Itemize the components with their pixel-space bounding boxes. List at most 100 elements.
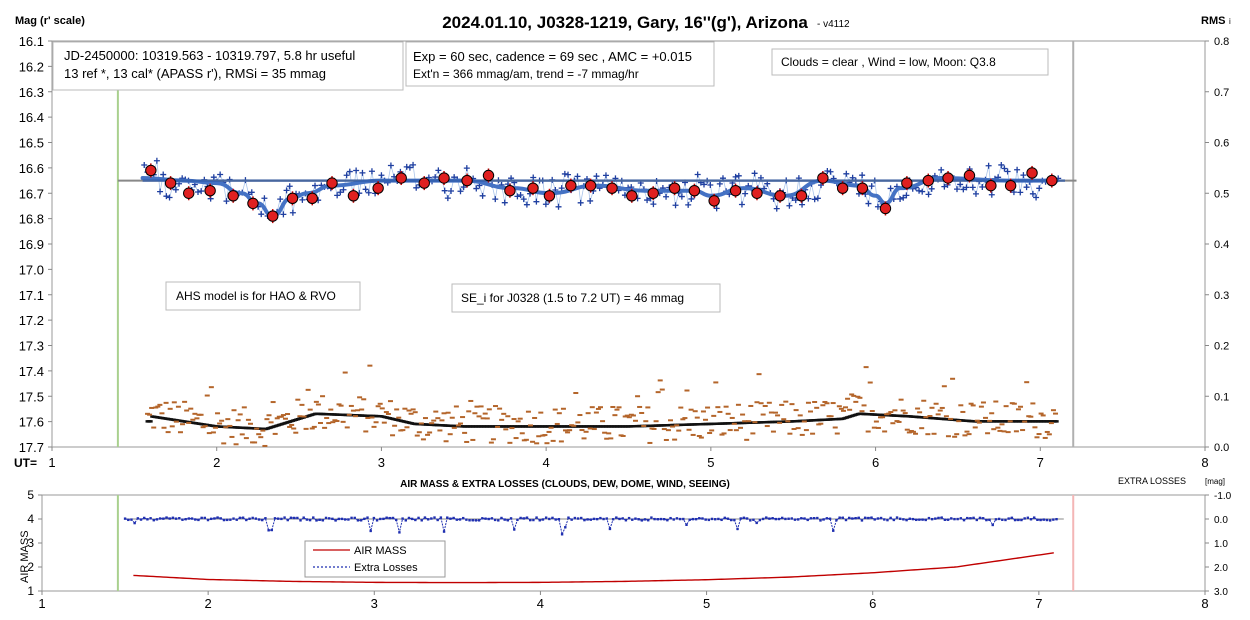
raw-point — [523, 201, 530, 208]
rms-marker-brown — [875, 426, 881, 429]
raw-point — [312, 182, 319, 189]
binned-point — [1004, 179, 1017, 192]
extra-losses-point — [136, 517, 140, 520]
rms-marker-brown — [659, 388, 665, 391]
extra-losses-point — [720, 518, 723, 522]
extra-losses-point — [417, 516, 420, 520]
y2-axis-title-suffix: i — [1229, 17, 1231, 26]
rms-marker-brown — [937, 409, 943, 412]
extra-losses-point — [682, 517, 685, 521]
extra-losses-point — [662, 517, 666, 521]
extra-losses-point — [343, 518, 347, 521]
raw-point — [644, 197, 651, 204]
rms-marker-brown — [694, 416, 700, 419]
rms-marker-brown — [200, 426, 206, 429]
rms-marker-brown — [340, 420, 346, 423]
extra-losses-point — [423, 516, 427, 519]
rms-marker-brown — [1022, 420, 1028, 423]
rms-marker-brown — [828, 415, 834, 418]
extra-losses-point — [471, 519, 474, 522]
rms-marker-brown — [400, 429, 406, 432]
raw-point — [954, 186, 961, 193]
raw-point — [574, 173, 581, 180]
extra-losses-point — [688, 518, 691, 521]
extra-losses-point — [787, 517, 790, 520]
rms-marker-brown — [270, 401, 276, 404]
rms-marker-brown — [999, 423, 1005, 426]
extra-losses-point — [1048, 519, 1052, 522]
raw-point — [362, 186, 369, 193]
rms-marker-brown — [700, 410, 706, 413]
extra-losses-point — [538, 519, 541, 522]
raw-point — [732, 173, 739, 180]
raw-point — [261, 195, 268, 202]
airmass-axis-title: AIR MASS — [19, 530, 31, 583]
rms-marker-brown — [293, 431, 299, 434]
rms-marker-brown — [383, 411, 389, 414]
rms-marker-brown — [247, 422, 253, 425]
extra-losses-point — [822, 518, 825, 521]
y2-tick-label: 0.6 — [1214, 138, 1229, 150]
rms-marker-brown — [396, 416, 402, 419]
rms-marker-brown — [274, 417, 280, 420]
rms-marker-brown — [898, 398, 904, 401]
rms-marker-brown — [853, 400, 859, 403]
binned-point — [326, 177, 338, 189]
extra-losses-point — [854, 516, 857, 520]
raw-point — [435, 167, 442, 174]
rms-marker-brown — [711, 414, 717, 417]
airmass-y-tick-label: 4 — [27, 512, 34, 526]
rms-marker-brown — [715, 406, 721, 409]
raw-point — [343, 172, 350, 179]
raw-point — [299, 196, 306, 203]
rms-marker-brown — [670, 425, 676, 428]
binned-point — [1026, 167, 1038, 179]
extra-losses-point — [149, 517, 152, 520]
rms-marker-brown — [731, 422, 737, 425]
raw-point — [843, 170, 850, 177]
rms-marker-brown — [880, 416, 886, 419]
extra-losses-point — [350, 516, 353, 520]
raw-point — [1036, 185, 1043, 192]
rms-marker-brown — [1030, 402, 1036, 405]
extra-losses-point — [745, 517, 749, 520]
raw-point — [223, 198, 230, 205]
extra-losses-point — [251, 516, 254, 520]
extra-losses-point — [318, 518, 321, 521]
annotation-exposure-box — [405, 41, 715, 87]
rms-marker-brown — [390, 434, 396, 437]
rms-marker-brown — [851, 394, 857, 397]
rms-marker-brown — [534, 442, 540, 445]
extra-losses-point — [331, 517, 334, 521]
extra-losses-point — [321, 519, 325, 522]
rms-marker-brown — [733, 429, 739, 432]
extra-losses-point — [892, 518, 896, 522]
raw-point — [887, 185, 894, 192]
raw-point — [811, 196, 818, 203]
rms-marker-brown — [845, 397, 851, 400]
raw-point — [565, 171, 572, 178]
airmass-title: AIR MASS & EXTRA LOSSES (CLOUDS, DEW, DO… — [400, 479, 730, 490]
extra-losses-point — [519, 516, 522, 520]
binned-point — [527, 182, 539, 194]
extra-losses-point — [497, 519, 500, 522]
raw-point — [286, 183, 293, 190]
rms-marker-brown — [420, 438, 426, 441]
extra-losses-point — [940, 516, 943, 519]
extra-losses-point — [758, 518, 762, 522]
extra-losses-point — [653, 517, 656, 521]
rms-marker-brown — [198, 413, 204, 416]
binned-point — [438, 172, 450, 184]
extra-losses-point — [449, 517, 452, 520]
rms-marker-brown — [350, 409, 356, 412]
rms-marker-brown — [480, 417, 486, 420]
rms-marker-brown — [847, 408, 853, 411]
rms-marker-brown — [933, 402, 939, 405]
extra-losses-point — [337, 517, 340, 521]
rms-marker-brown — [497, 407, 503, 410]
raw-point — [960, 186, 967, 193]
extra-losses-axis-unit: [mag] — [1205, 477, 1225, 486]
rms-marker-brown — [523, 438, 529, 441]
extra-losses-point — [490, 517, 494, 520]
